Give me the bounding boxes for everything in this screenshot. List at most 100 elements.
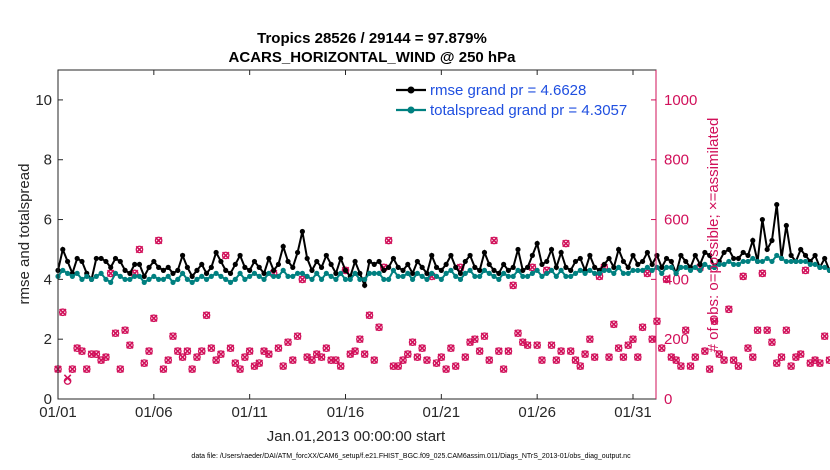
obs-assimilated-point — [312, 350, 321, 358]
rmse-point — [376, 258, 382, 265]
totalspread-point — [654, 264, 660, 270]
totalspread-point — [716, 261, 722, 268]
rmse-point — [103, 258, 109, 265]
totalspread-point — [611, 270, 617, 276]
obs-assimilated-point — [624, 341, 632, 349]
obs-assimilated-point — [581, 350, 589, 358]
x-tick-label: 01/21 — [423, 404, 461, 421]
rmse-point — [620, 258, 627, 265]
obs-assimilated-point — [758, 269, 767, 278]
obs-assimilated-point — [207, 344, 216, 352]
legend-rmse-label: rmse grand pr = 4.6628 — [430, 82, 586, 99]
totalspread-point — [141, 279, 147, 285]
totalspread-point — [774, 252, 780, 259]
obs-assimilated-point — [289, 356, 297, 364]
rmse-point — [390, 255, 397, 262]
rmse-point — [453, 264, 459, 270]
totalspread-point — [347, 276, 353, 282]
rmse-point — [141, 273, 147, 279]
obs-assimilated-point — [135, 245, 144, 254]
obs-possible-point — [212, 356, 220, 364]
rmse-point — [117, 258, 123, 265]
rmse-point — [802, 252, 809, 259]
obs-assimilated-point — [619, 353, 628, 361]
obs-assimilated-point — [485, 356, 494, 364]
obs-possible-point — [423, 356, 431, 364]
rmse-point — [496, 270, 502, 276]
obs-assimilated-point — [217, 350, 225, 358]
totalspread-point — [74, 270, 80, 276]
obs-assimilated-point — [514, 329, 522, 337]
totalspread-point — [639, 267, 646, 273]
obs-assimilated-point — [547, 341, 556, 349]
obs-assimilated-point — [351, 347, 359, 355]
totalspread-point — [103, 276, 109, 282]
obs-assimilated-point — [375, 323, 383, 331]
rmse-point — [611, 264, 617, 270]
totalspread-point — [702, 261, 708, 268]
rmse-point — [683, 258, 689, 265]
obs-assimilated-point — [811, 356, 819, 364]
obs-assimilated-point — [566, 347, 575, 355]
totalspread-point — [577, 267, 583, 273]
totalspread-point — [481, 267, 488, 273]
obs-assimilated-point — [308, 356, 316, 364]
legend-spread-marker — [407, 106, 415, 114]
rmse-point — [285, 258, 291, 265]
y-axis-left: 0 2 4 6 8 10 — [35, 92, 63, 408]
obs-assimilated-point — [471, 335, 479, 343]
rmse-point — [529, 252, 535, 259]
rmse-point — [692, 252, 698, 259]
obs-possible-point — [394, 362, 403, 370]
totalspread-point — [285, 273, 291, 279]
legend-spread-label: totalspread grand pr = 4.3057 — [430, 102, 627, 119]
totalspread-point — [731, 261, 737, 268]
obs-assimilated-point — [150, 314, 158, 323]
rmse-point — [735, 255, 742, 262]
totalspread-point — [558, 267, 564, 273]
obs-possible-point — [126, 341, 134, 350]
obs-assimilated-point — [672, 356, 680, 364]
obs-possible-point — [183, 347, 192, 355]
totalspread-point — [764, 255, 770, 262]
rmse-point — [338, 255, 344, 262]
obs-possible-point — [322, 344, 331, 353]
totalspread-point — [740, 258, 746, 265]
totalspread-point — [697, 267, 703, 273]
obs-possible-point — [581, 350, 589, 358]
obs-assimilated-point — [145, 347, 153, 355]
rmse-point — [381, 267, 387, 273]
totalspread-point — [170, 279, 176, 285]
obs-assimilated-point — [63, 374, 72, 382]
rmse-point — [534, 240, 540, 247]
totalspread-point — [515, 267, 521, 273]
totalspread-point — [132, 273, 138, 279]
totalspread-point — [405, 270, 411, 276]
obs-possible-point — [164, 356, 173, 364]
totalspread-point — [409, 276, 416, 282]
totalspread-point — [438, 276, 444, 282]
chart-subtitle: ACARS_HORIZONTAL_WIND @ 250 hPa — [229, 49, 517, 66]
obs-possible-point — [686, 362, 695, 370]
obs-assimilated-point — [571, 356, 580, 364]
obs-assimilated-point — [59, 308, 67, 317]
rmse-point — [223, 267, 229, 273]
totalspread-point — [616, 264, 622, 270]
chart-title: Tropics 28526 / 29144 = 97.879% — [257, 30, 487, 47]
totalspread-point — [553, 273, 559, 279]
obs-assimilated-point — [279, 362, 287, 370]
obs-assimilated-point — [538, 356, 546, 364]
obs-assimilated-point — [293, 332, 302, 340]
obs-assimilated-point — [68, 365, 77, 373]
rmse-point — [510, 264, 516, 270]
totalspread-point — [778, 255, 785, 262]
rmse-point — [357, 270, 363, 276]
rmse-point — [577, 255, 583, 262]
totalspread-point — [467, 267, 473, 273]
rmse-point — [362, 282, 368, 288]
totalspread-point — [93, 273, 99, 279]
obs-possible-point — [494, 347, 503, 355]
rmse-point — [299, 228, 305, 235]
totalspread-point — [433, 273, 440, 279]
rmse-point — [247, 267, 253, 273]
